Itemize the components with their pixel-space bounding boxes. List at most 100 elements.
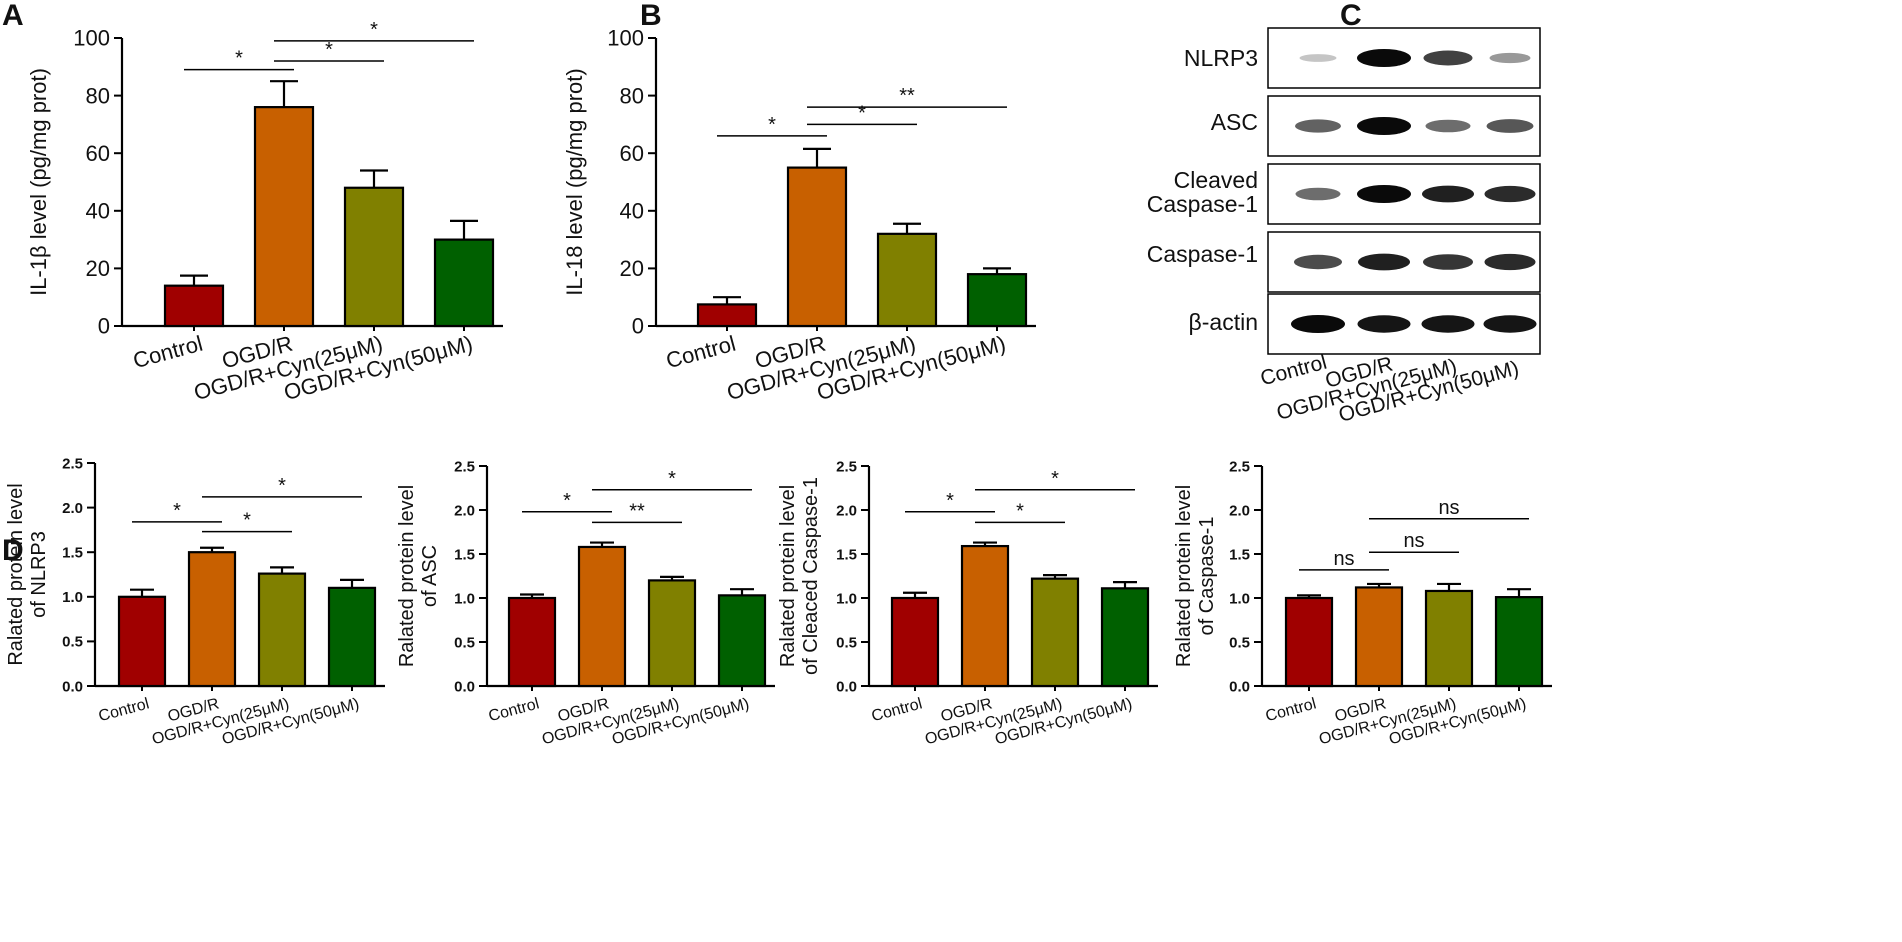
y-tick-label: 2.5 <box>1229 458 1250 475</box>
blot-row-label: Cleaved Caspase-1 <box>1147 167 1258 217</box>
significance-label: * <box>768 114 776 136</box>
y-tick-label: 40 <box>86 199 110 224</box>
panel-letter-c: C <box>1340 0 1362 32</box>
x-tick-label: Control <box>870 695 924 725</box>
blot-band <box>1357 117 1411 135</box>
blot-lane-label: Control <box>1258 351 1329 391</box>
caspase1-bar-chart: 0.0 0.5 1.0 1.5 2.0 2.5 Ralated protein levelo… <box>1173 458 1552 748</box>
y-tick-label: 0.0 <box>836 678 857 695</box>
cleaved-caspase1-bar-chart: 0.0 0.5 1.0 1.5 2.0 2.5 Ralated protein levelo… <box>777 458 1158 748</box>
y-tick-label: 0.0 <box>62 678 83 695</box>
y-tick-label: 1.0 <box>1229 590 1250 607</box>
y-axis-label: Ralated protein levelof Caspase-1 <box>1173 485 1218 667</box>
significance-label: * <box>278 475 286 497</box>
y-axis-label-line2: of Cleaced Caspase-1 <box>800 477 822 675</box>
y-tick-label: 80 <box>620 83 644 108</box>
bar-control <box>1284 596 1334 688</box>
y-tick-label: 2.5 <box>62 455 83 472</box>
y-axis-label: IL-18 level (pg/mg prot) <box>562 68 587 295</box>
y-axis-label-line1: Ralated protein level <box>396 485 418 667</box>
significance-label: * <box>243 510 251 532</box>
panel-letter-a: A <box>2 0 24 32</box>
bar-ogd-r <box>1354 586 1404 688</box>
significance-label: ns <box>1438 497 1459 519</box>
y-tick-label: 2.0 <box>1229 502 1250 519</box>
y-tick-label: 2.0 <box>836 502 857 519</box>
y-axis-label-line1: Ralated protein level <box>5 483 27 665</box>
y-axis-label: Ralated protein levelof ASC <box>396 485 441 667</box>
blot-band <box>1423 50 1473 66</box>
x-tick-label: Control <box>1264 695 1318 725</box>
y-tick-label: 0.5 <box>454 634 475 651</box>
y-axis-label-line2: of ASC <box>419 545 441 607</box>
blot-band <box>1291 315 1345 333</box>
blot-row-label-line1: Cleaved <box>1174 167 1258 193</box>
blot-row-label: β-actin <box>1189 309 1258 335</box>
significance-label: * <box>325 39 333 61</box>
bar-ogd-r-cyn-25-m- <box>257 572 307 688</box>
bar-ogd-r <box>253 106 315 328</box>
y-axis-label-line1: Ralated protein level <box>777 485 799 667</box>
significance-label: ns <box>1403 530 1424 552</box>
il18-bar-chart: 0 20 40 60 80 100 IL-18 level (pg/mg prot) Cont… <box>562 26 1036 405</box>
blot-band <box>1295 187 1341 201</box>
bar-ogd-r <box>786 166 848 328</box>
significance-label: * <box>1016 500 1024 522</box>
y-tick-label: 100 <box>73 26 110 51</box>
asc-bar-chart: 0.0 0.5 1.0 1.5 2.0 2.5 Ralated protein levelo… <box>396 458 775 748</box>
x-tick-label: Control <box>97 695 151 725</box>
y-tick-label: 1.5 <box>62 544 83 561</box>
bar-control <box>507 596 557 688</box>
panel-letter-b: B <box>640 0 662 32</box>
y-tick-label: 100 <box>607 26 644 51</box>
y-axis-label: Ralated protein levelof NLRP3 <box>5 483 50 665</box>
blot-band <box>1486 119 1534 133</box>
significance-label: * <box>370 19 378 41</box>
bar-ogd-r-cyn-25-m- <box>1030 577 1080 688</box>
bar-ogd-r <box>960 544 1010 688</box>
bar-ogd-r-cyn-50-m- <box>1494 596 1544 688</box>
bar-ogd-r-cyn-25-m- <box>647 579 697 688</box>
panel-letter-d: D <box>2 534 24 567</box>
bar-ogd-r-cyn-50-m- <box>433 238 495 328</box>
x-tick-label: Control <box>663 331 738 374</box>
x-tick-label: Control <box>130 331 205 374</box>
blot-band <box>1294 254 1342 270</box>
y-tick-label: 2.0 <box>62 500 83 517</box>
blot-band <box>1423 254 1473 270</box>
y-axis-label-line2: of NLRP3 <box>28 531 50 618</box>
y-tick-label: 1.0 <box>454 590 475 607</box>
blot-band <box>1484 185 1536 203</box>
bar-ogd-r-cyn-50-m- <box>327 586 377 688</box>
blot-band <box>1489 52 1531 64</box>
bar-control <box>890 596 940 688</box>
significance-label: ns <box>1333 548 1354 570</box>
y-tick-label: 1.0 <box>836 590 857 607</box>
y-tick-label: 0.0 <box>454 678 475 695</box>
blot-row-label: Caspase-1 <box>1147 241 1258 267</box>
bar-ogd-r <box>187 551 237 688</box>
significance-label: * <box>563 490 571 512</box>
y-axis-label: IL-1β level (pg/mg prot) <box>26 68 51 296</box>
blot-band <box>1357 185 1411 203</box>
blot-band <box>1358 253 1410 271</box>
bar-ogd-r-cyn-50-m- <box>1100 587 1150 688</box>
y-tick-label: 0.5 <box>1229 634 1250 651</box>
y-tick-label: 1.5 <box>454 546 475 563</box>
bar-ogd-r-cyn-50-m- <box>966 273 1028 328</box>
y-tick-label: 1.5 <box>1229 546 1250 563</box>
y-tick-label: 2.0 <box>454 502 475 519</box>
significance-label: ** <box>899 85 915 107</box>
y-tick-label: 0.5 <box>836 634 857 651</box>
blot-band <box>1483 315 1537 333</box>
blot-band <box>1357 315 1411 333</box>
blot-band <box>1425 119 1471 133</box>
blot-row-label-line2: Caspase-1 <box>1147 191 1258 217</box>
y-tick-label: 2.5 <box>454 458 475 475</box>
y-tick-label: 0.0 <box>1229 678 1250 695</box>
blot-band <box>1357 49 1411 67</box>
blot-band <box>1484 253 1536 271</box>
significance-label: * <box>858 102 866 124</box>
significance-label: * <box>668 468 676 490</box>
blot-band <box>1421 315 1475 333</box>
